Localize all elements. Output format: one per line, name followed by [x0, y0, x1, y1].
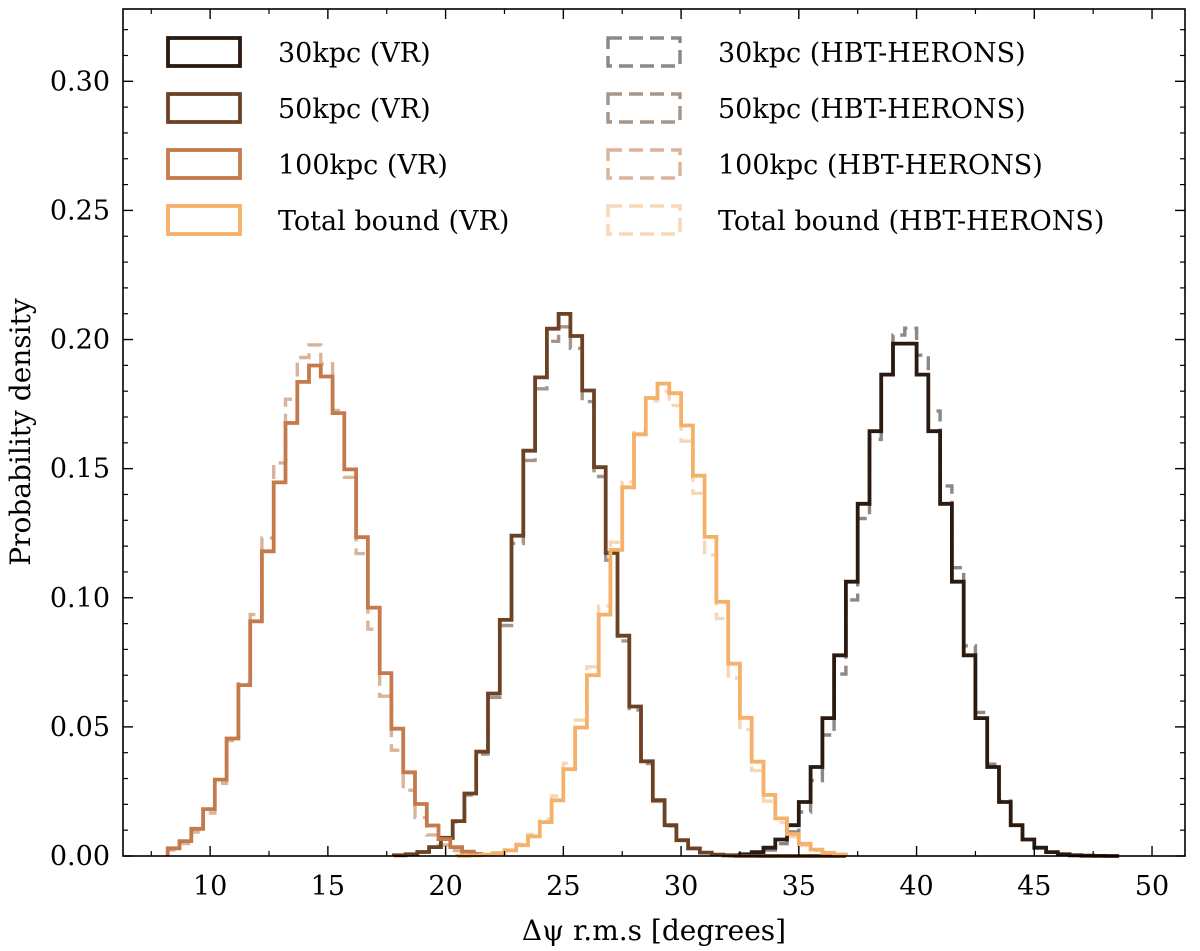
legend-label-1: 50kpc (VR) — [278, 94, 431, 125]
x-tick-label-2: 20 — [428, 871, 462, 902]
legend-label-7: Total bound (HBT-HERONS) — [718, 206, 1104, 237]
legend-swatch-5 — [606, 92, 682, 124]
y-tick-label-3: 0.15 — [50, 454, 110, 485]
ticks-layer: 10 15 20 25 30 35 40 45 50 0.00 0.05 0.10 0.15 0.20 0.… — [50, 9, 1185, 902]
x-tick-label-7: 45 — [1017, 871, 1051, 902]
legend-swatch-1 — [166, 92, 242, 124]
legend-swatch-7 — [606, 204, 682, 236]
legend-label-2: 100kpc (VR) — [278, 150, 448, 181]
series-line-3 — [455, 381, 848, 858]
x-tick-label-4: 30 — [664, 871, 698, 902]
y-tick-label-5: 0.25 — [50, 195, 110, 226]
y-axis-label: Probability density — [4, 298, 37, 566]
series-line-2 — [165, 363, 483, 856]
y-tick-label-4: 0.20 — [50, 325, 110, 356]
series-line-5 — [392, 325, 846, 858]
legend: 30kpc (VR) 50kpc (VR) 100kpc (VR) Total bou… — [166, 36, 1104, 237]
x-tick-label-3: 25 — [546, 871, 580, 902]
x-tick-label-6: 40 — [899, 871, 933, 902]
x-tick-label-0: 10 — [193, 871, 227, 902]
x-tick-label-1: 15 — [311, 871, 345, 902]
x-axis-label: Δψ r.m.s [degrees] — [522, 914, 786, 947]
y-tick-label-6: 0.30 — [50, 66, 110, 97]
y-tick-label-2: 0.10 — [50, 583, 110, 614]
legend-label-6: 100kpc (HBT-HERONS) — [718, 150, 1043, 181]
series-layer — [165, 312, 1120, 858]
legend-swatch-6 — [606, 148, 682, 180]
x-tick-label-5: 35 — [782, 871, 816, 902]
legend-swatch-0 — [166, 36, 242, 68]
legend-label-5: 50kpc (HBT-HERONS) — [718, 94, 1026, 125]
legend-label-0: 30kpc (VR) — [278, 38, 431, 69]
series-line-6 — [166, 343, 483, 857]
x-tick-label-8: 50 — [1135, 871, 1169, 902]
y-tick-label-0: 0.00 — [50, 841, 110, 872]
y-tick-label-1: 0.05 — [50, 712, 110, 743]
legend-swatch-2 — [166, 148, 242, 180]
legend-label-4: 30kpc (HBT-HERONS) — [718, 38, 1026, 69]
legend-swatch-4 — [606, 36, 682, 68]
legend-label-3: Total bound (VR) — [278, 206, 509, 237]
legend-swatch-3 — [166, 204, 242, 236]
plot-frame — [122, 8, 1186, 857]
